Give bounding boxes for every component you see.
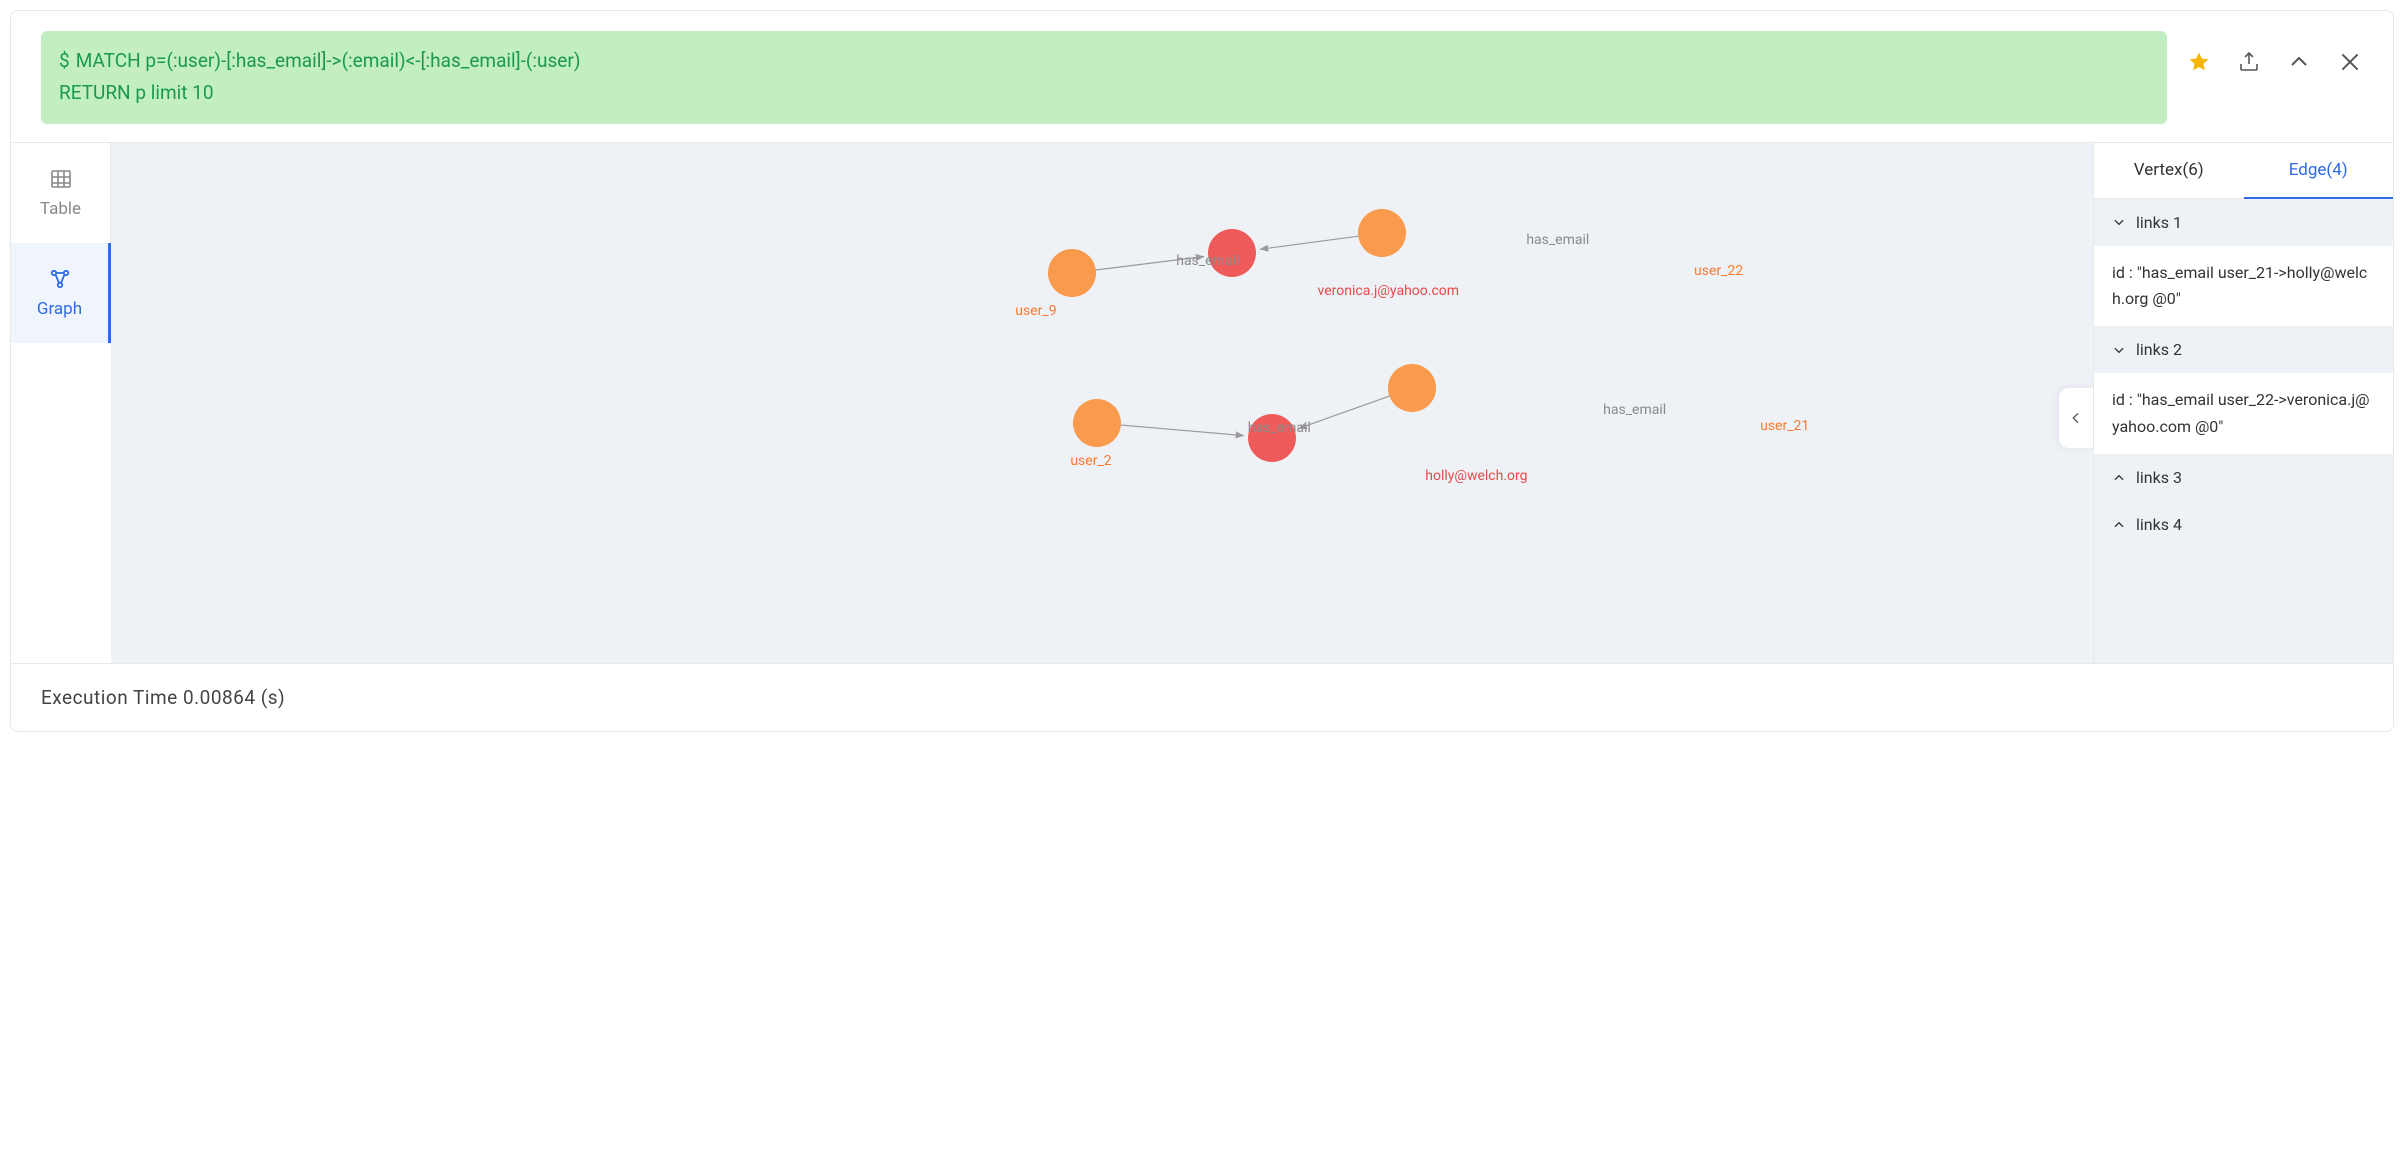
node-label: user_22 bbox=[1694, 263, 1743, 279]
execution-time-label: Execution Time 0.00864 (s) bbox=[41, 686, 285, 709]
accordion-title: links 3 bbox=[2136, 468, 2182, 487]
id-value: "has_email user_21->holly@welch.org @0" bbox=[2112, 263, 2367, 308]
result-container: $ MATCH p=(:user)-[:has_email]->(:email)<… bbox=[10, 10, 2394, 732]
header-actions bbox=[2187, 31, 2363, 75]
accordion-header[interactable]: links 2 bbox=[2094, 326, 2393, 373]
node-label: user_2 bbox=[1070, 453, 1111, 469]
graph-node-user[interactable] bbox=[1388, 364, 1436, 412]
id-key: id : bbox=[2112, 390, 2137, 409]
right-tabs: Vertex(6) Edge(4) bbox=[2094, 143, 2393, 199]
panel-collapse-handle[interactable] bbox=[2059, 388, 2093, 448]
right-content: links 1 id : "has_email user_21->holly@we… bbox=[2094, 199, 2393, 663]
query-prefix: $ bbox=[59, 49, 70, 72]
query-text-1: MATCH p=(:user)-[:has_email]->(:email)<-… bbox=[76, 49, 581, 72]
edge-label: has_email bbox=[1603, 402, 1666, 418]
edge-label: has_email bbox=[1526, 232, 1589, 248]
tab-vertex-label: Vertex(6) bbox=[2134, 160, 2204, 180]
tab-vertex[interactable]: Vertex(6) bbox=[2094, 143, 2244, 199]
node-label: holly@welch.org bbox=[1425, 468, 1527, 484]
query-line-2: RETURN p limit 10 bbox=[59, 77, 2149, 109]
id-key: id : bbox=[2112, 263, 2137, 282]
edge-label: has_email bbox=[1248, 420, 1311, 436]
chevron-left-icon bbox=[2068, 410, 2084, 426]
tab-edge[interactable]: Edge(4) bbox=[2244, 143, 2394, 199]
right-panel: Vertex(6) Edge(4) links 1 id : "has_email… bbox=[2093, 143, 2393, 663]
query-line-1: $ MATCH p=(:user)-[:has_email]->(:email)<… bbox=[59, 45, 2149, 77]
accordion-header[interactable]: links 1 bbox=[2094, 199, 2393, 246]
graph-node-user[interactable] bbox=[1358, 209, 1406, 257]
tab-edge-label: Edge(4) bbox=[2289, 160, 2348, 180]
left-tabs: Table Graph bbox=[11, 143, 111, 663]
node-label: veronica.j@yahoo.com bbox=[1318, 283, 1460, 299]
accordion-body: id : "has_email user_22->veronica.j@yaho… bbox=[2094, 373, 2393, 454]
graph-svg bbox=[111, 143, 2093, 663]
id-value: "has_email user_22->veronica.j@yahoo.com… bbox=[2112, 390, 2370, 435]
graph-edge[interactable] bbox=[1260, 236, 1358, 249]
chevron-down-icon bbox=[2112, 343, 2126, 357]
chevron-down-icon bbox=[2112, 215, 2126, 229]
close-icon[interactable] bbox=[2337, 49, 2363, 75]
graph-node-user[interactable] bbox=[1048, 249, 1096, 297]
query-box: $ MATCH p=(:user)-[:has_email]->(:email)<… bbox=[41, 31, 2167, 124]
header: $ MATCH p=(:user)-[:has_email]->(:email)<… bbox=[11, 11, 2393, 142]
accordion-title: links 2 bbox=[2136, 340, 2182, 359]
graph-edge[interactable] bbox=[1298, 396, 1389, 429]
accordion-header[interactable]: links 4 bbox=[2094, 501, 2393, 548]
graph-canvas[interactable]: has_emailhas_emailhas_emailhas_emailuser… bbox=[111, 143, 2093, 663]
graph-edge[interactable] bbox=[1121, 425, 1244, 436]
graph-node-user[interactable] bbox=[1073, 399, 1121, 447]
footer: Execution Time 0.00864 (s) bbox=[11, 663, 2393, 731]
tab-table-label: Table bbox=[40, 199, 81, 219]
collapse-up-icon[interactable] bbox=[2287, 50, 2311, 74]
chevron-up-icon bbox=[2112, 471, 2126, 485]
graph-icon bbox=[48, 267, 72, 291]
node-label: user_21 bbox=[1760, 418, 1809, 434]
favorite-star-icon[interactable] bbox=[2187, 50, 2211, 74]
tab-graph-label: Graph bbox=[37, 299, 82, 319]
accordion-header[interactable]: links 3 bbox=[2094, 454, 2393, 501]
export-icon[interactable] bbox=[2237, 50, 2261, 74]
accordion-body: id : "has_email user_21->holly@welch.org… bbox=[2094, 246, 2393, 327]
accordion-title: links 1 bbox=[2136, 213, 2182, 232]
tab-graph[interactable]: Graph bbox=[11, 243, 111, 343]
node-label: user_9 bbox=[1015, 303, 1056, 319]
content: Table Graph has_emailhas_emai bbox=[11, 142, 2393, 663]
edge-label: has_email bbox=[1176, 253, 1239, 269]
tab-table[interactable]: Table bbox=[11, 143, 111, 243]
accordion-title: links 4 bbox=[2136, 515, 2182, 534]
chevron-up-icon bbox=[2112, 518, 2126, 532]
table-icon bbox=[49, 167, 73, 191]
